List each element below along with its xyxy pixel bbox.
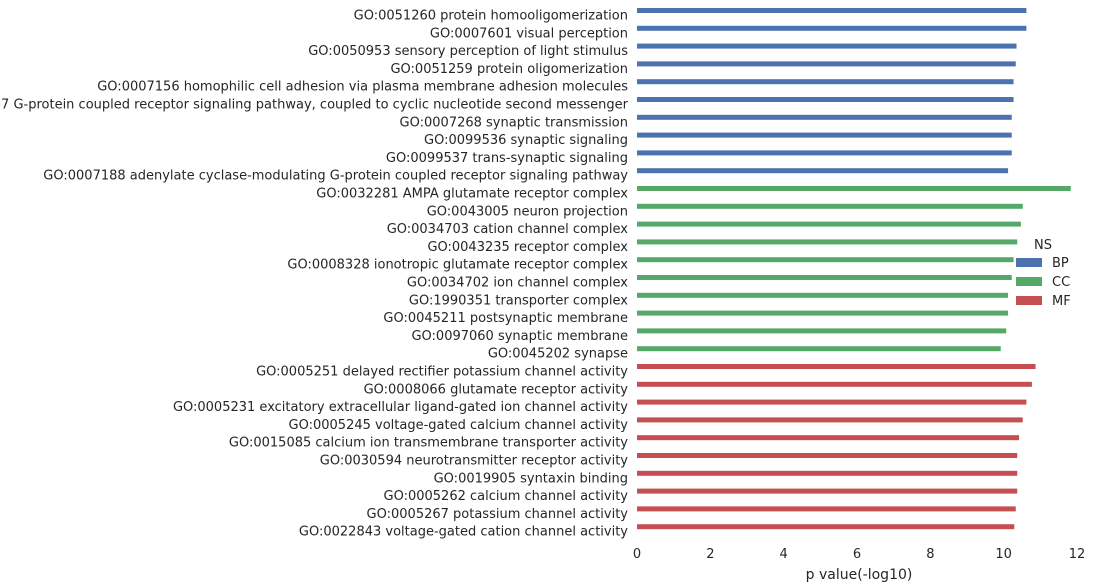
bar-bp-4 [637,61,1016,67]
category-label: GO:0008328 ionotropic glutamate receptor… [287,258,628,273]
category-label: GO:0045202 synapse [488,347,628,362]
bar-cc-11 [637,186,1071,191]
bar-cc-12 [637,203,1023,209]
legend-label-bp: BP [1052,256,1069,271]
bar-mf-23 [637,399,1027,405]
category-label: GO:0005231 excitatory extracellular liga… [173,400,628,415]
bars-layer [637,8,1071,530]
bar-bp-1 [637,8,1027,13]
legend-label-mf: MF [1052,294,1071,309]
category-label: GO:0030594 neurotransmitter receptor act… [320,454,629,469]
x-tick-label: 6 [853,547,861,562]
bar-cc-19 [637,328,1007,334]
bar-cc-14 [637,239,1018,245]
category-label: GO:0022843 voltage-gated cation channel … [299,525,628,540]
bar-mf-28 [637,488,1018,494]
x-tick-label: 8 [926,547,934,562]
legend-entries: BP CC MF [1016,256,1071,309]
x-tick-label: 0 [633,547,641,562]
category-label: GO:0007156 homophilic cell adhesion via … [97,80,628,95]
x-tick-label: 4 [780,547,788,562]
category-label: GO:0043005 neuron projection [427,204,628,219]
category-label: GO:0034702 ion channel complex [407,276,628,291]
bar-cc-17 [637,292,1009,298]
bar-mf-24 [637,417,1023,423]
bar-mf-30 [637,524,1015,530]
bar-cc-18 [637,310,1009,316]
x-axis-label: p value(-log10) [806,567,913,583]
x-tick-label: 2 [706,547,714,562]
category-labels: GO:0051260 protein homooligomerization GO… [0,9,629,540]
category-label: GO:0099537 trans-synaptic signaling [386,151,628,166]
bar-bp-9 [637,150,1012,156]
category-label: GO:0007268 synaptic transmission [400,115,628,130]
bar-bp-3 [637,43,1017,49]
bar-cc-16 [637,275,1012,280]
bar-mf-29 [637,506,1016,512]
category-label: GO:0051259 protein oligomerization [390,62,628,77]
category-label: GO:0032281 AMPA glutamate receptor compl… [316,187,628,202]
category-label: GO:0015085 calcium ion transmembrane tra… [229,436,628,451]
legend-label-cc: CC [1052,275,1070,290]
bar-mf-26 [637,453,1018,458]
category-label: GO:0005267 potassium channel activity [367,507,629,522]
bar-cc-15 [637,257,1014,263]
bar-cc-20 [637,346,1001,352]
legend-swatch-cc [1016,277,1042,286]
bar-bp-2 [637,25,1027,31]
x-tick-label: 12 [1069,547,1086,562]
category-label: GO:0043235 receptor complex [427,240,628,255]
legend-swatch-bp [1016,258,1042,267]
category-label: GO:0005245 voltage-gated calcium channel… [289,418,629,433]
bar-bp-6 [637,97,1014,102]
bar-bp-7 [637,114,1012,120]
legend: NS BP CC MF [1016,238,1071,309]
category-label: GO:0007188 adenylate cyclase-modulating … [43,169,628,184]
bar-bp-8 [637,132,1012,138]
legend-title: NS [1034,238,1052,253]
category-label: GO:0050953 sensory perception of light s… [308,44,628,59]
bar-mf-21 [637,364,1036,369]
bar-mf-22 [637,381,1032,387]
category-label: GO:0007187 G-protein coupled receptor si… [0,98,629,113]
bar-mf-25 [637,435,1020,441]
category-label: GO:0099536 synaptic signaling [424,133,628,148]
bar-bp-5 [637,79,1014,85]
bar-cc-13 [637,221,1021,227]
category-label: GO:0007601 visual perception [430,26,628,41]
bar-bp-10 [637,168,1009,174]
x-tick-label: 10 [995,547,1012,562]
x-axis-ticks: 0 2 4 6 8 10 12 [633,547,1085,562]
category-label: GO:0005251 delayed rectifier potassium c… [256,365,628,380]
bar-mf-27 [637,470,1018,476]
category-label: GO:0019905 syntaxin binding [434,471,628,486]
category-label: GO:1990351 transporter complex [409,293,628,308]
category-label: GO:0097060 synaptic membrane [411,329,628,344]
category-label: GO:0045211 postsynaptic membrane [383,311,628,326]
legend-swatch-mf [1016,296,1042,305]
category-label: GO:0008066 glutamate receptor activity [364,382,629,397]
category-label: GO:0005262 calcium channel activity [384,489,629,504]
category-label: GO:0034703 cation channel complex [387,222,629,237]
category-label: GO:0051260 protein homooligomerization [354,9,628,24]
